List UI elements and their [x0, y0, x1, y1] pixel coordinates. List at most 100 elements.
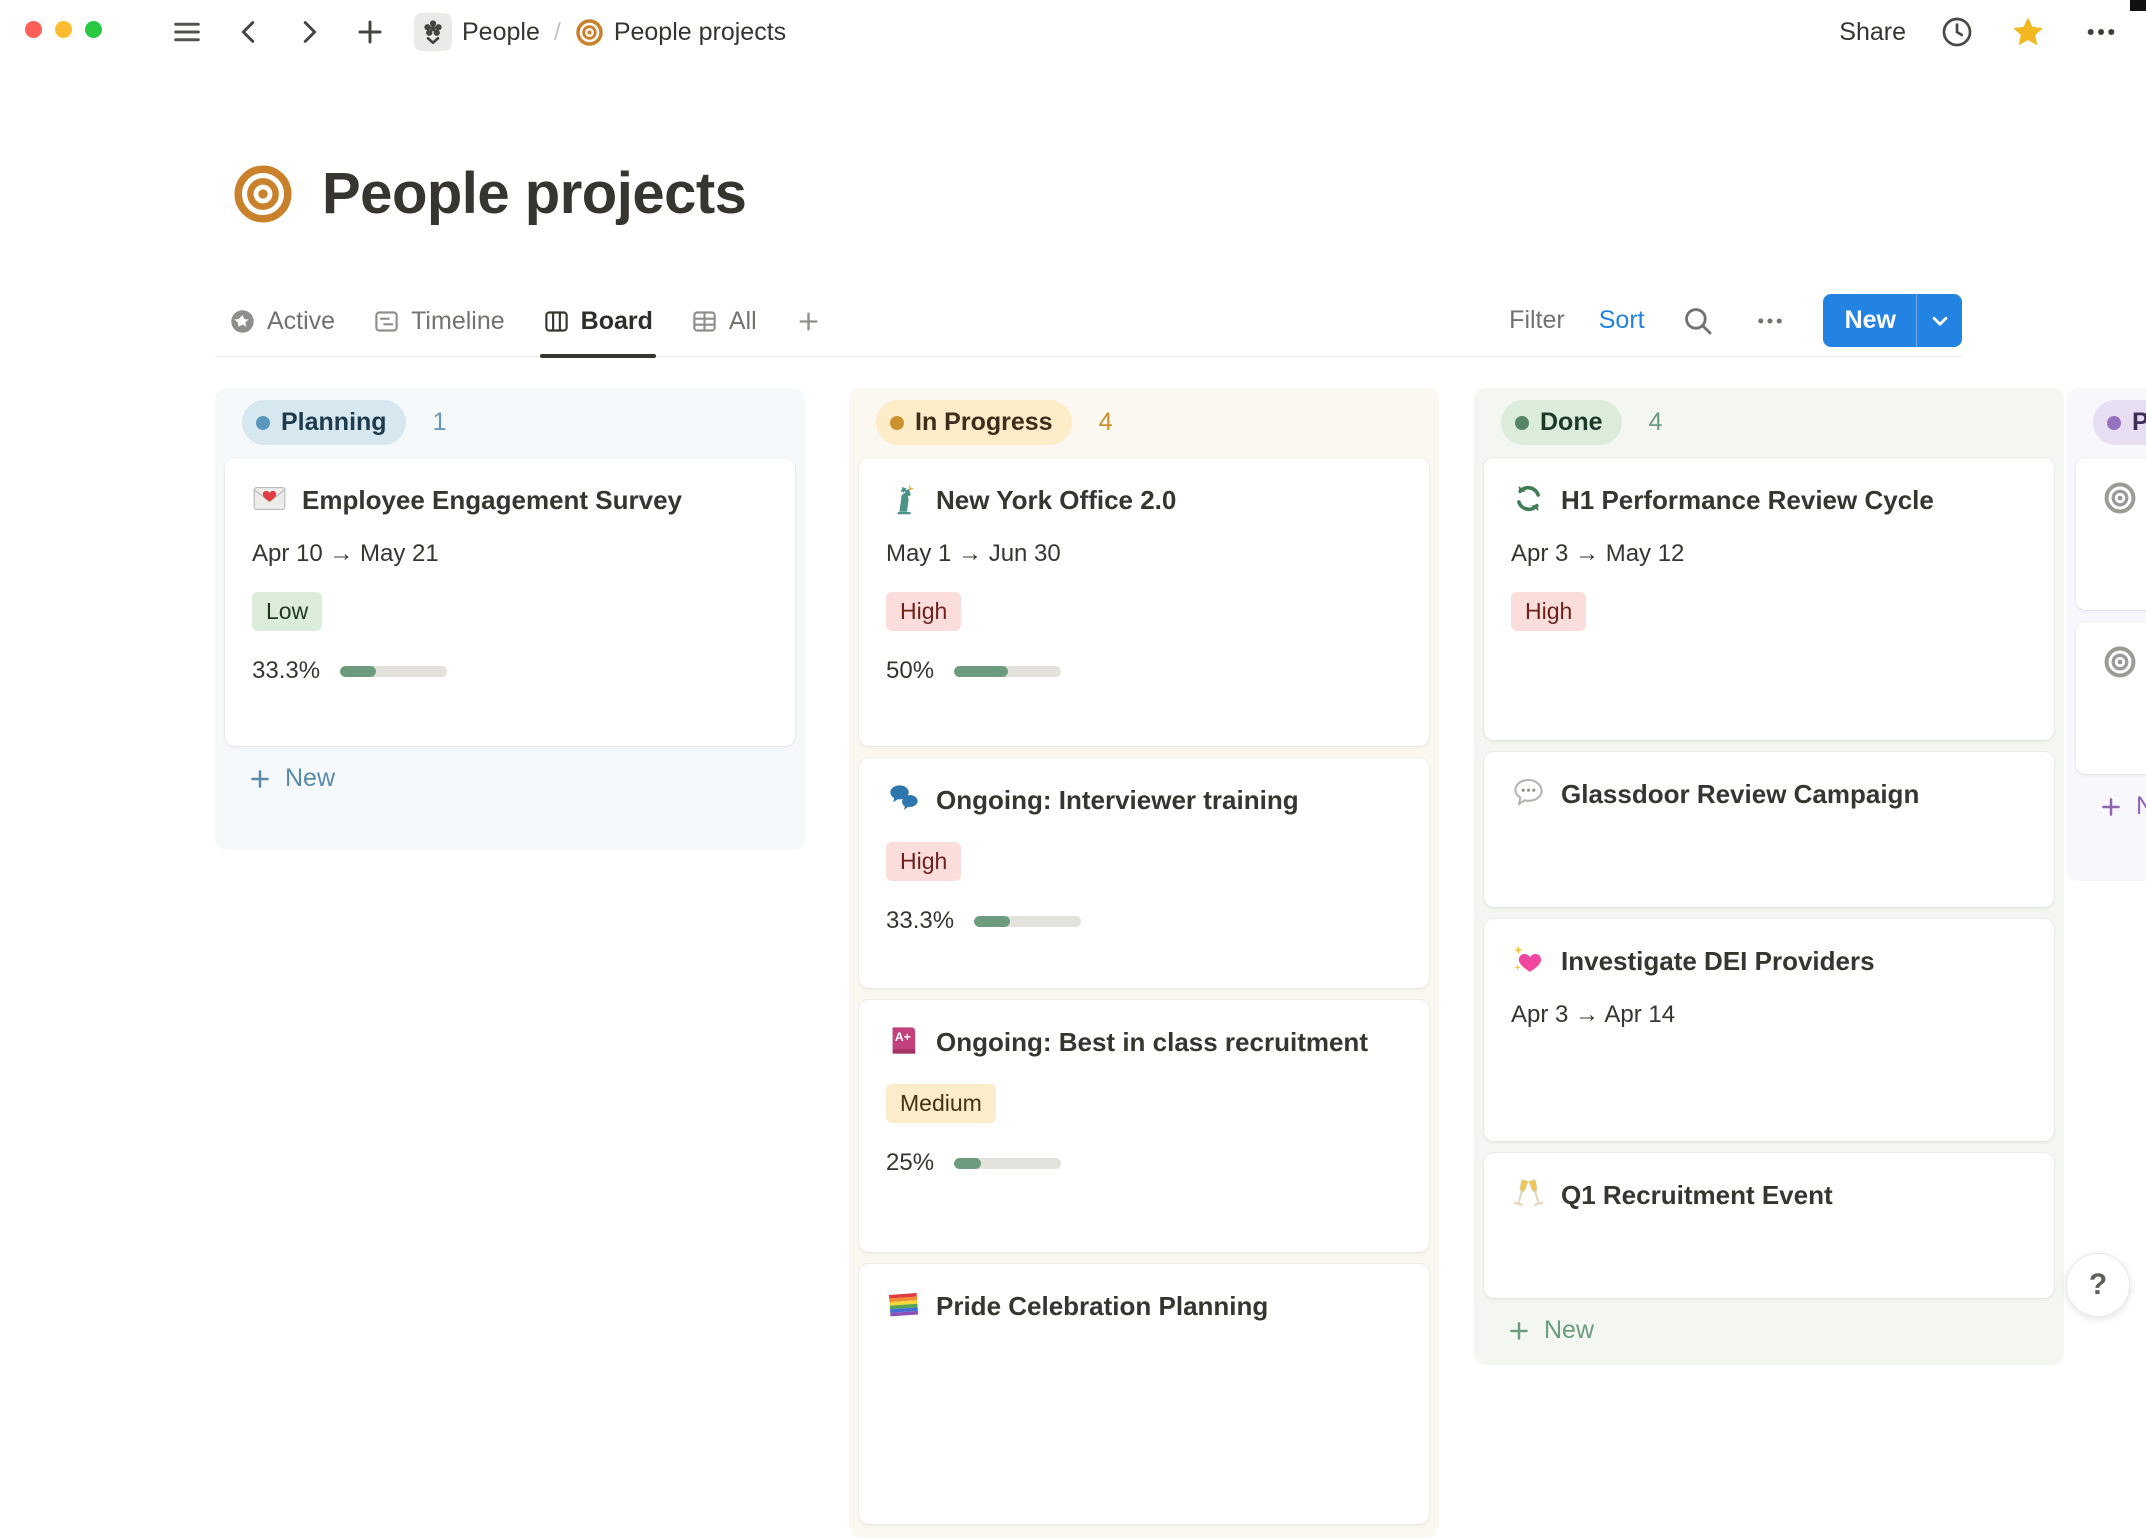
- page-bullseye-icon: [575, 18, 604, 47]
- favorite-button[interactable]: [2008, 12, 2048, 52]
- chevron-down-icon[interactable]: [1916, 294, 1962, 347]
- column-header: Paused: [2076, 400, 2146, 458]
- breadcrumb-page[interactable]: People projects: [613, 17, 787, 46]
- svg-text:A+: A+: [895, 1030, 911, 1044]
- search-view-button[interactable]: [1679, 302, 1717, 340]
- priority-tag: Low: [252, 592, 323, 632]
- status-pill[interactable]: Done: [1501, 400, 1622, 445]
- progress-row: 50%: [886, 657, 1402, 685]
- sidebar-menu-button[interactable]: [168, 13, 206, 51]
- book-a-plus-emoji: A+: [886, 1023, 921, 1058]
- add-card-label: New: [1544, 1316, 1595, 1344]
- status-pill[interactable]: In Progress: [876, 400, 1072, 445]
- card-title: H1 Performance Review Cycle: [1561, 485, 1934, 515]
- plus-icon: [795, 308, 822, 335]
- project-card[interactable]: Q1 Recruitment Event: [1484, 1153, 2054, 1298]
- updates-button[interactable]: [1938, 13, 1976, 51]
- view-options-button[interactable]: [1751, 302, 1789, 340]
- card-title: Ongoing: Best in class recruitment: [936, 1027, 1368, 1057]
- status-label: In Progress: [915, 408, 1053, 436]
- card-date-range: Apr 3 → Apr 14: [1511, 1001, 1676, 1029]
- sparkling-heart-emoji: [1511, 942, 1546, 977]
- project-card[interactable]: [2076, 458, 2146, 610]
- project-card[interactable]: New York Office 2.0 May 1 → Jun 30 High 50%: [859, 458, 1429, 746]
- column-count: 4: [1098, 408, 1113, 436]
- plus-icon: [354, 16, 386, 48]
- card-title: Pride Celebration Planning: [936, 1291, 1269, 1321]
- status-dot-icon: [890, 415, 904, 430]
- card-title: New York Office 2.0: [936, 485, 1177, 515]
- project-card[interactable]: Pride Celebration Planning: [859, 1264, 1429, 1524]
- progress-row: 33.3%: [886, 907, 1402, 935]
- add-card-button[interactable]: New: [1484, 1298, 2054, 1351]
- progress-value: 50%: [886, 657, 935, 685]
- page-title[interactable]: People projects: [322, 161, 747, 226]
- share-button[interactable]: Share: [1839, 17, 1906, 46]
- priority-tag: High: [886, 592, 962, 632]
- help-button[interactable]: ?: [2066, 1253, 2130, 1317]
- card-date-range: May 1 → Jun 30: [886, 540, 1061, 568]
- rainbow-flag-emoji: [886, 1287, 921, 1322]
- add-view-button[interactable]: [795, 286, 822, 356]
- plus-icon: [2098, 794, 2124, 820]
- filter-button[interactable]: Filter: [1509, 306, 1565, 334]
- nav-back-button[interactable]: [232, 15, 266, 49]
- column-cards: New York Office 2.0 May 1 → Jun 30 High 50%…: [859, 458, 1429, 1524]
- tab-label: Active: [267, 306, 336, 335]
- minimize-window-button[interactable]: [55, 21, 72, 38]
- timeline-icon: [373, 308, 400, 335]
- breadcrumb: People / People projects: [414, 13, 786, 51]
- breadcrumb-teamspace[interactable]: People: [462, 17, 540, 46]
- nav-forward-button[interactable]: [292, 15, 326, 49]
- page-header: People projects: [232, 160, 747, 227]
- sort-button[interactable]: Sort: [1598, 306, 1645, 334]
- project-card[interactable]: Investigate DEI Providers Apr 3 → Apr 14: [1484, 919, 2054, 1141]
- search-icon: [1681, 304, 1715, 338]
- progress-bar: [954, 1157, 1062, 1169]
- board-column-planning: Planning 1 Employee Engagement Survey Apr 1…: [215, 388, 805, 850]
- love-letter-emoji: [252, 481, 287, 516]
- arrows-cycle-emoji: [1511, 481, 1546, 516]
- status-dot-icon: [2107, 415, 2121, 430]
- project-card[interactable]: H1 Performance Review Cycle Apr 3 → May 1…: [1484, 458, 2054, 740]
- board-icon: [543, 308, 570, 335]
- status-pill[interactable]: Planning: [242, 400, 406, 445]
- new-item-button[interactable]: New: [1822, 294, 1962, 347]
- clock-icon: [1940, 15, 1974, 49]
- column-header: In Progress 4: [859, 400, 1429, 458]
- project-card[interactable]: A+ Ongoing: Best in class recruitment Medi…: [859, 1000, 1429, 1252]
- plus-icon: [247, 766, 273, 792]
- project-card[interactable]: Ongoing: Interviewer training High 33.3%: [859, 758, 1429, 988]
- view-tabbar: Active Timeline Board All Filter Sort New: [215, 286, 1962, 358]
- card-date-range: Apr 3 → May 12: [1511, 540, 1685, 568]
- close-window-button[interactable]: [25, 21, 42, 38]
- tab-timeline[interactable]: Timeline: [373, 286, 505, 356]
- breadcrumb-separator: /: [553, 17, 561, 46]
- page-more-button[interactable]: [2080, 11, 2122, 53]
- project-card[interactable]: Glassdoor Review Campaign: [1484, 752, 2054, 907]
- new-page-button[interactable]: [352, 14, 388, 50]
- board-column-done: Done 4 H1 Performance Review Cycle Apr 3 → …: [1474, 388, 2064, 1365]
- chevron-left-icon: [234, 17, 264, 47]
- add-card-button[interactable]: New: [225, 746, 795, 799]
- tab-active[interactable]: Active: [229, 286, 335, 356]
- add-card-button[interactable]: New: [2076, 774, 2146, 827]
- screen-corner-artifact: [2130, 0, 2146, 11]
- tab-board[interactable]: Board: [539, 286, 657, 358]
- status-label: Done: [1540, 408, 1603, 436]
- status-dot-icon: [256, 415, 270, 430]
- progress-bar: [974, 915, 1082, 927]
- bullseye-gray-icon: [2103, 481, 2137, 515]
- star-icon: [2010, 14, 2046, 50]
- card-date-range: Apr 10 → May 21: [252, 540, 439, 568]
- add-card-label: New: [285, 764, 336, 792]
- column-count: 1: [432, 408, 447, 436]
- status-pill[interactable]: Paused: [2093, 400, 2146, 445]
- project-card[interactable]: [2076, 622, 2146, 774]
- champagne-glasses-emoji: [1511, 1176, 1546, 1211]
- project-card[interactable]: Employee Engagement Survey Apr 10 → May 2…: [225, 458, 795, 746]
- teamspace-switcher[interactable]: [414, 13, 452, 51]
- zoom-window-button[interactable]: [85, 21, 102, 38]
- card-title: Employee Engagement Survey: [302, 485, 683, 515]
- tab-all[interactable]: All: [691, 286, 757, 356]
